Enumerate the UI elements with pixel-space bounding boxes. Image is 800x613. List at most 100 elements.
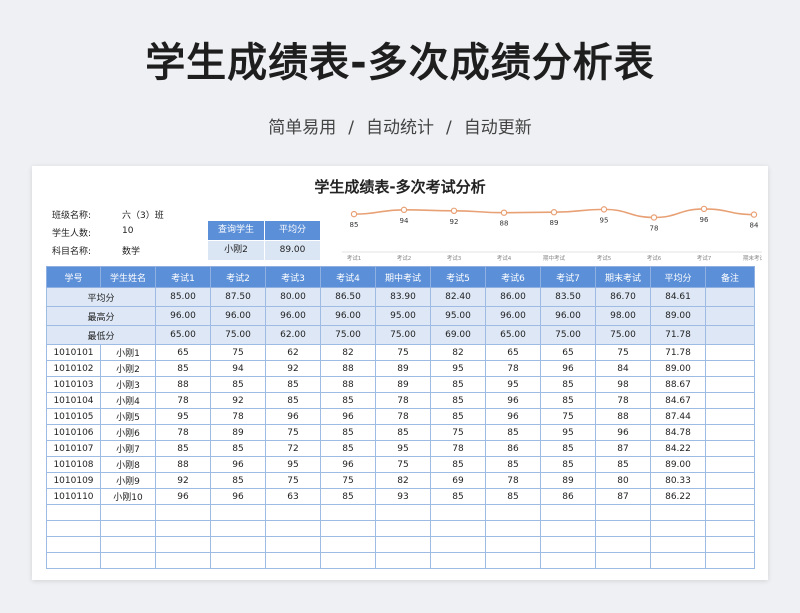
table-cell[interactable]: 85 bbox=[540, 440, 596, 457]
stat-cell[interactable]: 65.00 bbox=[485, 325, 541, 345]
column-header[interactable]: 考试4 bbox=[320, 266, 376, 288]
stat-cell[interactable]: 86.00 bbox=[485, 287, 541, 307]
table-cell[interactable]: 78 bbox=[155, 424, 211, 441]
stat-cell[interactable]: 75.00 bbox=[210, 325, 266, 345]
table-cell[interactable]: 96 bbox=[320, 408, 376, 425]
empty-cell[interactable] bbox=[595, 520, 651, 537]
table-cell[interactable]: 1010107 bbox=[46, 440, 101, 457]
table-cell[interactable]: 96 bbox=[265, 408, 321, 425]
stat-cell[interactable]: 95.00 bbox=[375, 306, 431, 326]
empty-cell[interactable] bbox=[265, 520, 321, 537]
table-cell[interactable]: 小刚1 bbox=[100, 344, 156, 361]
table-cell[interactable]: 85 bbox=[265, 392, 321, 409]
table-cell[interactable]: 75 bbox=[375, 344, 431, 361]
empty-cell[interactable] bbox=[430, 536, 486, 553]
stat-cell[interactable]: 65.00 bbox=[155, 325, 211, 345]
table-cell[interactable] bbox=[705, 456, 755, 473]
table-cell[interactable]: 85 bbox=[485, 424, 541, 441]
table-cell[interactable]: 87 bbox=[595, 440, 651, 457]
table-cell[interactable]: 75 bbox=[540, 408, 596, 425]
table-cell[interactable]: 69 bbox=[430, 472, 486, 489]
table-cell[interactable]: 85 bbox=[320, 392, 376, 409]
table-cell[interactable] bbox=[705, 344, 755, 361]
table-cell[interactable]: 1010110 bbox=[46, 488, 101, 505]
table-cell[interactable]: 96 bbox=[540, 360, 596, 377]
table-cell[interactable]: 1010108 bbox=[46, 456, 101, 473]
stat-cell[interactable]: 69.00 bbox=[430, 325, 486, 345]
student-count-value[interactable]: 10 bbox=[122, 226, 134, 236]
table-cell[interactable] bbox=[705, 472, 755, 489]
empty-cell[interactable] bbox=[650, 520, 706, 537]
table-cell[interactable]: 65 bbox=[485, 344, 541, 361]
column-header[interactable]: 考试1 bbox=[155, 266, 211, 288]
table-cell[interactable]: 小刚5 bbox=[100, 408, 156, 425]
table-cell[interactable]: 88 bbox=[595, 408, 651, 425]
table-cell[interactable]: 75 bbox=[320, 472, 376, 489]
table-cell[interactable]: 72 bbox=[265, 440, 321, 457]
empty-cell[interactable] bbox=[540, 520, 596, 537]
stat-cell[interactable]: 83.90 bbox=[375, 287, 431, 307]
empty-cell[interactable] bbox=[100, 536, 156, 553]
table-cell[interactable]: 95 bbox=[155, 408, 211, 425]
empty-cell[interactable] bbox=[320, 552, 376, 569]
table-cell[interactable]: 88.67 bbox=[650, 376, 706, 393]
table-cell[interactable]: 1010102 bbox=[46, 360, 101, 377]
table-cell[interactable]: 85 bbox=[210, 440, 266, 457]
column-header[interactable]: 平均分 bbox=[650, 266, 706, 288]
empty-cell[interactable] bbox=[540, 536, 596, 553]
table-cell[interactable]: 小刚8 bbox=[100, 456, 156, 473]
class-name-value[interactable]: 六（3）班 bbox=[122, 211, 164, 221]
table-cell[interactable]: 78 bbox=[155, 392, 211, 409]
table-cell[interactable]: 85 bbox=[430, 376, 486, 393]
column-header[interactable]: 期中考试 bbox=[375, 266, 431, 288]
stat-note-cell[interactable] bbox=[705, 325, 755, 345]
table-cell[interactable]: 78 bbox=[485, 472, 541, 489]
table-cell[interactable]: 62 bbox=[265, 344, 321, 361]
empty-cell[interactable] bbox=[46, 536, 101, 553]
table-cell[interactable]: 1010104 bbox=[46, 392, 101, 409]
table-cell[interactable]: 96 bbox=[320, 456, 376, 473]
column-header[interactable]: 考试3 bbox=[265, 266, 321, 288]
stat-cell[interactable]: 86.70 bbox=[595, 287, 651, 307]
table-cell[interactable]: 1010109 bbox=[46, 472, 101, 489]
empty-cell[interactable] bbox=[540, 552, 596, 569]
table-cell[interactable]: 小刚7 bbox=[100, 440, 156, 457]
table-cell[interactable]: 84.78 bbox=[650, 424, 706, 441]
table-cell[interactable] bbox=[705, 440, 755, 457]
table-cell[interactable]: 1010101 bbox=[46, 344, 101, 361]
empty-cell[interactable] bbox=[430, 552, 486, 569]
table-cell[interactable]: 86.22 bbox=[650, 488, 706, 505]
table-cell[interactable]: 小刚2 bbox=[100, 360, 156, 377]
stat-cell[interactable]: 96.00 bbox=[265, 306, 321, 326]
empty-cell[interactable] bbox=[595, 552, 651, 569]
table-cell[interactable]: 89 bbox=[540, 472, 596, 489]
column-header[interactable]: 考试6 bbox=[485, 266, 541, 288]
table-cell[interactable]: 89.00 bbox=[650, 360, 706, 377]
empty-cell[interactable] bbox=[100, 520, 156, 537]
table-cell[interactable]: 85 bbox=[430, 408, 486, 425]
empty-cell[interactable] bbox=[320, 520, 376, 537]
empty-cell[interactable] bbox=[265, 552, 321, 569]
table-cell[interactable]: 80.33 bbox=[650, 472, 706, 489]
empty-cell[interactable] bbox=[320, 536, 376, 553]
table-cell[interactable]: 78 bbox=[485, 360, 541, 377]
table-cell[interactable]: 63 bbox=[265, 488, 321, 505]
stat-cell[interactable]: 96.00 bbox=[155, 306, 211, 326]
table-cell[interactable]: 86 bbox=[485, 440, 541, 457]
table-cell[interactable]: 小刚6 bbox=[100, 424, 156, 441]
table-cell[interactable]: 95 bbox=[375, 440, 431, 457]
empty-cell[interactable] bbox=[210, 536, 266, 553]
empty-cell[interactable] bbox=[430, 520, 486, 537]
empty-cell[interactable] bbox=[595, 536, 651, 553]
table-cell[interactable]: 84 bbox=[595, 360, 651, 377]
stat-cell[interactable]: 71.78 bbox=[650, 325, 706, 345]
table-cell[interactable]: 89 bbox=[210, 424, 266, 441]
table-cell[interactable]: 85 bbox=[210, 376, 266, 393]
subject-value[interactable]: 数学 bbox=[122, 247, 141, 257]
table-cell[interactable] bbox=[705, 376, 755, 393]
table-cell[interactable]: 98 bbox=[595, 376, 651, 393]
empty-cell[interactable] bbox=[265, 504, 321, 521]
empty-cell[interactable] bbox=[46, 504, 101, 521]
empty-cell[interactable] bbox=[210, 504, 266, 521]
table-cell[interactable]: 82 bbox=[430, 344, 486, 361]
